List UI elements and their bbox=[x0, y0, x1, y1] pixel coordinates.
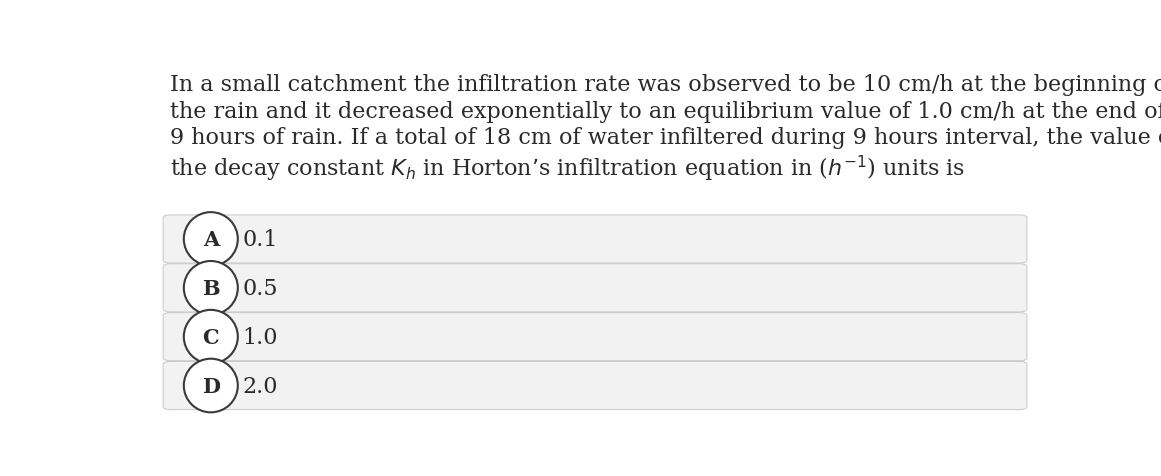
Text: the rain and it decreased exponentially to an equilibrium value of 1.0 cm/h at t: the rain and it decreased exponentially … bbox=[171, 100, 1161, 122]
Ellipse shape bbox=[183, 310, 238, 364]
Text: In a small catchment the infiltration rate was observed to be 10 cm/h at the beg: In a small catchment the infiltration ra… bbox=[171, 74, 1161, 96]
Text: C: C bbox=[202, 327, 219, 347]
Text: 9 hours of rain. If a total of 18 cm of water infiltered during 9 hours interval: 9 hours of rain. If a total of 18 cm of … bbox=[171, 127, 1161, 149]
FancyBboxPatch shape bbox=[163, 313, 1027, 361]
Text: D: D bbox=[202, 376, 219, 396]
FancyBboxPatch shape bbox=[163, 264, 1027, 312]
Text: 2.0: 2.0 bbox=[243, 375, 277, 397]
Ellipse shape bbox=[183, 359, 238, 413]
Text: A: A bbox=[203, 229, 219, 249]
Text: 0.1: 0.1 bbox=[243, 228, 277, 250]
Text: B: B bbox=[202, 278, 219, 298]
Ellipse shape bbox=[183, 261, 238, 315]
FancyBboxPatch shape bbox=[163, 216, 1027, 264]
FancyBboxPatch shape bbox=[163, 362, 1027, 410]
Text: 1.0: 1.0 bbox=[243, 326, 277, 348]
Text: 0.5: 0.5 bbox=[243, 277, 277, 299]
Ellipse shape bbox=[183, 213, 238, 266]
Text: the decay constant $K_h$ in Horton’s infiltration equation in ($h^{-1}$) units i: the decay constant $K_h$ in Horton’s inf… bbox=[171, 154, 965, 184]
